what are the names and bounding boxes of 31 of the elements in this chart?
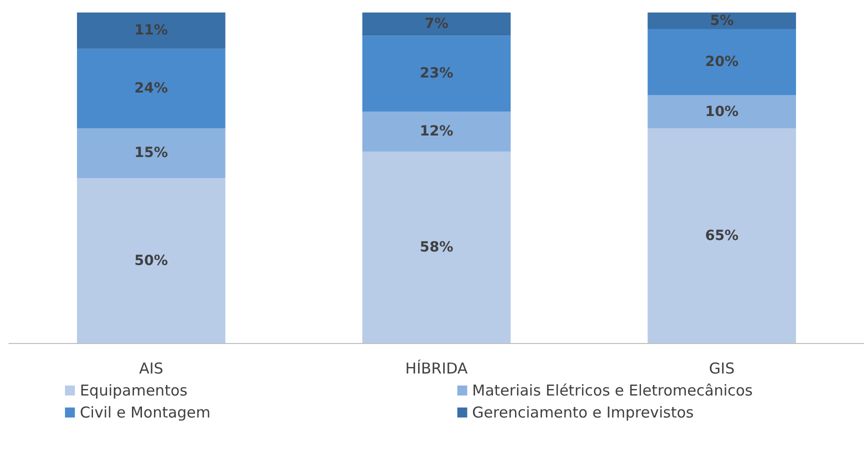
data-label: 15% [134,145,168,162]
bar [648,128,796,344]
data-label: 12% [420,124,454,140]
data-label: 7% [424,16,448,32]
bar [76,48,226,128]
bar [76,12,226,49]
bar [362,12,511,36]
data-label: 65% [705,228,739,244]
bar [362,36,511,112]
bar [362,112,511,152]
legend-label: Materiais Elétricos e Eletromecânicos [472,382,753,400]
data-label: 58% [420,240,454,256]
legend-label: Civil e Montagem [80,404,211,422]
data-label: 10% [705,104,739,120]
bar [648,12,796,30]
data-label: 5% [710,12,734,29]
bar [648,29,796,96]
bar [362,152,511,344]
data-label: 20% [705,54,739,70]
x-tick-label: HÍBRIDA [405,360,468,378]
bar [76,128,226,178]
x-tick-label: AIS [139,360,164,378]
data-label: 50% [134,252,168,269]
legend-label: Equipamentos [80,382,188,400]
data-label: 23% [420,66,454,82]
data-label: 24% [134,80,168,97]
bar [648,95,796,128]
legend-label: Gerenciamento e Imprevistos [472,404,694,422]
x-tick-label: GIS [709,360,735,378]
data-label: 11% [134,22,168,39]
bar [76,178,226,344]
